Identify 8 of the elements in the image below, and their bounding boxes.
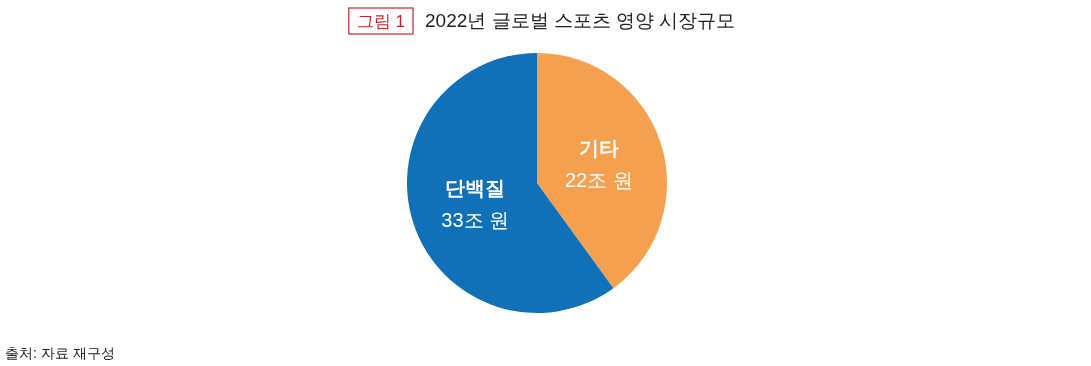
pie-slice bbox=[537, 53, 667, 289]
data-label: 33조 원 bbox=[441, 209, 510, 232]
data-label: 22조 원 bbox=[564, 168, 633, 191]
source-note: 출처: 자료 재구성 bbox=[5, 345, 115, 361]
slice-label: 기타 bbox=[578, 136, 619, 159]
chart-title: 2022년 글로벌 스포츠 영양 시장규모 bbox=[425, 10, 736, 31]
caption: 그림 1 bbox=[356, 12, 405, 31]
slice-label: 단백질 bbox=[445, 177, 506, 200]
